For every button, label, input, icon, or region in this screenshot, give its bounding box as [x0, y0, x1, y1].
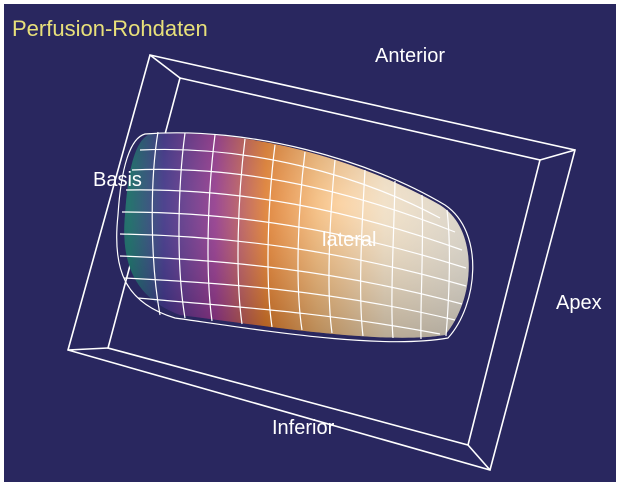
- label-basis: Basis: [93, 169, 142, 191]
- label-apex: Apex: [556, 292, 602, 314]
- label-anterior: Anterior: [375, 45, 445, 67]
- ventricle-wireframe: [116, 131, 474, 343]
- label-lateral: lateral: [322, 229, 376, 251]
- label-inferior: Inferior: [272, 417, 335, 439]
- viewer-title: Perfusion-Rohdaten: [12, 16, 208, 41]
